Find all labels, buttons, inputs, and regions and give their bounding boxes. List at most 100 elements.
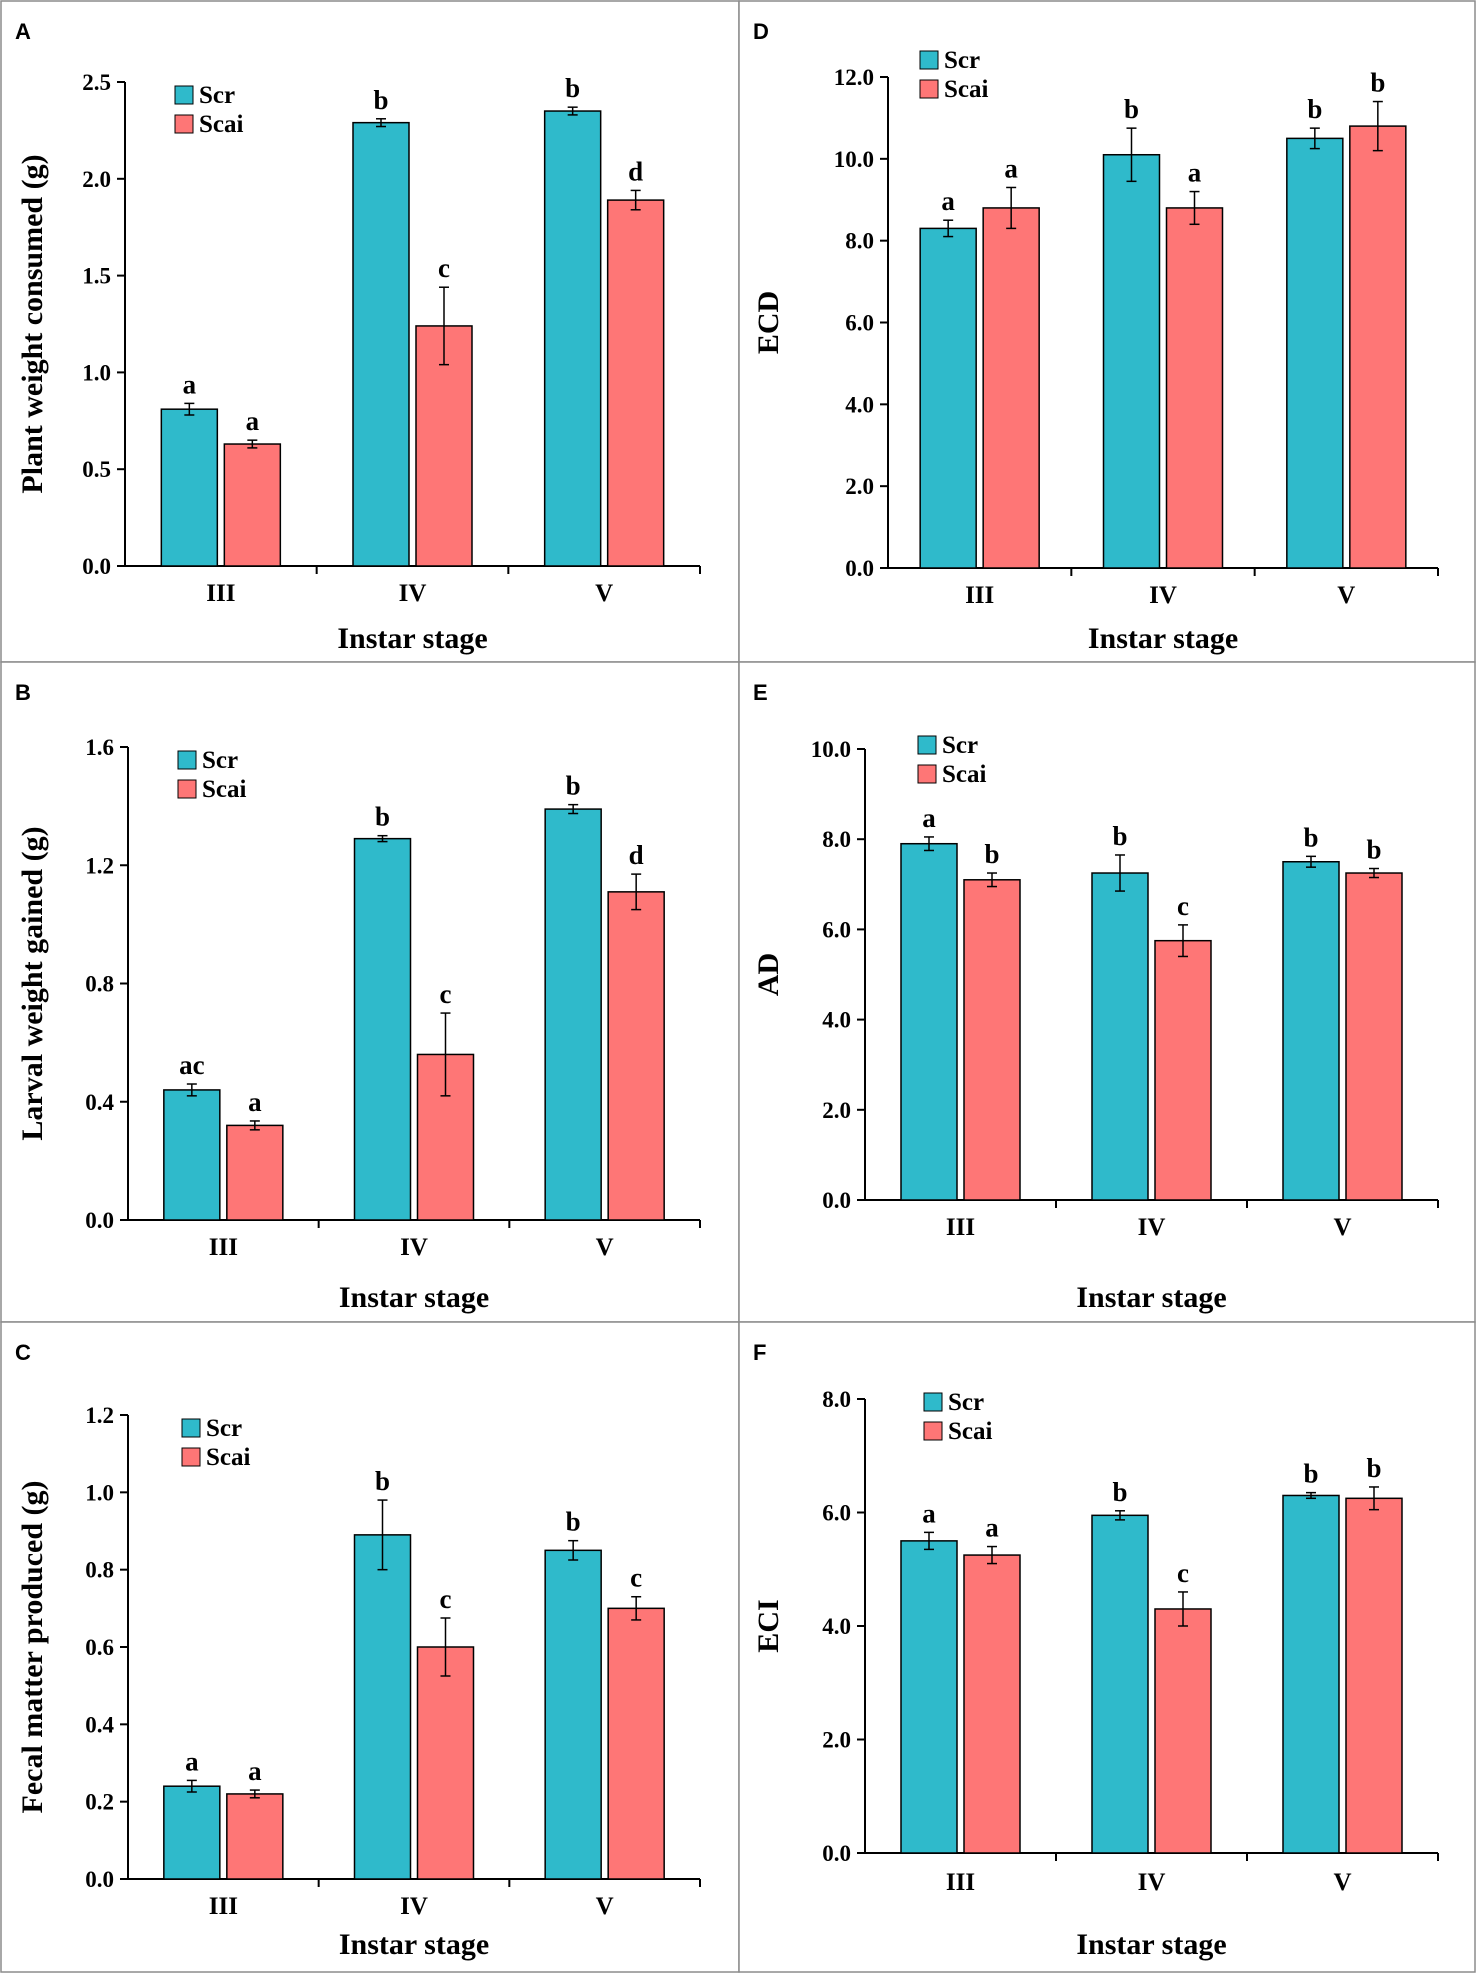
x-axis-title: Instar stage bbox=[1076, 1928, 1226, 1961]
significance-letter: a bbox=[1188, 158, 1202, 188]
legend-swatch-scai bbox=[917, 764, 937, 784]
legend-label-scr: Scr bbox=[942, 732, 978, 759]
significance-letter: a bbox=[985, 1513, 999, 1543]
bar-scr-iii bbox=[900, 1540, 958, 1854]
significance-letter: b bbox=[1366, 1453, 1381, 1483]
y-tick-label: 10.0 bbox=[811, 737, 851, 762]
legend-label-scr: Scr bbox=[199, 82, 235, 109]
category-label: V bbox=[1333, 1214, 1351, 1241]
significance-letter: b bbox=[373, 85, 388, 115]
category-label: IV bbox=[1149, 582, 1177, 609]
y-tick-label: 4.0 bbox=[822, 1614, 851, 1639]
bar-scr-iv bbox=[352, 121, 410, 567]
x-axis-title: Instar stage bbox=[1088, 622, 1238, 655]
bar-scr-iv bbox=[353, 1534, 412, 1880]
bar-scai-iv bbox=[1154, 1608, 1212, 1854]
bar-scai-iv bbox=[1154, 939, 1212, 1201]
bar-scr-iii bbox=[919, 227, 977, 569]
y-tick-label: 0.4 bbox=[85, 1090, 114, 1115]
chart-panel-e: E 0.0 2.0 4.0 6.0 8.0 10.0 III a b IV b c Vb b AD Instar… bbox=[738, 661, 1476, 1323]
significance-letter: a bbox=[185, 1746, 199, 1776]
legend-label-scai: Scai bbox=[199, 111, 244, 138]
bar-scai-v bbox=[1345, 872, 1403, 1201]
bar-scai-v bbox=[1349, 125, 1407, 569]
legend-label-scr: Scr bbox=[206, 1415, 242, 1442]
y-tick-label: 2.0 bbox=[845, 474, 874, 499]
y-tick-label: 0.6 bbox=[85, 1635, 114, 1660]
y-tick-label: 2.5 bbox=[82, 70, 111, 95]
category-label: IV bbox=[1138, 1869, 1166, 1896]
significance-letter: b bbox=[375, 1466, 390, 1496]
significance-letter: b bbox=[566, 771, 581, 801]
category-label: III bbox=[206, 580, 235, 607]
significance-letter: b bbox=[566, 1507, 581, 1537]
significance-letter: c bbox=[1177, 1558, 1189, 1588]
legend-label-scr: Scr bbox=[202, 747, 238, 774]
significance-letter: b bbox=[1366, 835, 1381, 865]
significance-letter: b bbox=[1124, 94, 1139, 124]
y-tick-label: 0.0 bbox=[822, 1188, 851, 1213]
bar-scr-v bbox=[1282, 861, 1340, 1201]
significance-letter: a bbox=[1004, 153, 1018, 183]
bar-scr-iii bbox=[160, 408, 219, 567]
x-axis-title: Instar stage bbox=[337, 622, 487, 655]
significance-letter: a bbox=[922, 1498, 936, 1528]
bar-scai-iv bbox=[415, 325, 473, 567]
category-label: V bbox=[1333, 1869, 1351, 1896]
category-label: III bbox=[209, 1234, 238, 1261]
significance-letter: a bbox=[922, 803, 936, 833]
bar-scr-iii bbox=[163, 1089, 221, 1221]
category-label: III bbox=[209, 1893, 238, 1920]
legend-swatch-scr bbox=[923, 1392, 943, 1412]
significance-letter: b bbox=[1307, 94, 1322, 124]
y-tick-label: 8.0 bbox=[822, 827, 851, 852]
significance-letter: b bbox=[984, 839, 999, 869]
significance-letter: a bbox=[941, 186, 955, 216]
legend-label-scai: Scai bbox=[948, 1418, 993, 1445]
significance-letter: b bbox=[1112, 1477, 1127, 1507]
bar-scr-iv bbox=[1091, 872, 1149, 1201]
y-tick-label: 1.5 bbox=[82, 264, 111, 289]
chart-panel-b: B 0.0 0.4 0.8 1.2 1.6 III ac a IV b c Vb d Larval weig… bbox=[0, 661, 740, 1323]
significance-letter: b bbox=[1303, 1459, 1318, 1489]
category-label: IV bbox=[400, 1234, 428, 1261]
category-label: V bbox=[596, 1893, 614, 1920]
bar-scai-v bbox=[606, 199, 665, 567]
category-label: IV bbox=[1138, 1214, 1166, 1241]
y-tick-label: 8.0 bbox=[822, 1387, 851, 1412]
y-tick-label: 0.0 bbox=[85, 1867, 114, 1892]
bar-scai-iii bbox=[963, 1554, 1021, 1854]
y-tick-label: 1.6 bbox=[85, 735, 114, 760]
x-axis-title: Instar stage bbox=[1076, 1281, 1226, 1314]
legend-swatch-scai bbox=[181, 1447, 201, 1467]
significance-letter: b bbox=[375, 802, 390, 832]
bar-scai-iv bbox=[1165, 207, 1224, 569]
bar-scr-iv bbox=[1102, 153, 1161, 569]
bar-scr-v bbox=[1282, 1494, 1340, 1854]
category-label: III bbox=[965, 582, 994, 609]
y-tick-label: 2.0 bbox=[822, 1728, 851, 1753]
x-axis-title: Instar stage bbox=[339, 1928, 489, 1961]
significance-letter: a bbox=[248, 1756, 262, 1786]
panel-letter: A bbox=[15, 19, 31, 44]
y-tick-label: 10.0 bbox=[834, 147, 874, 172]
y-tick-label: 0.5 bbox=[82, 457, 111, 482]
bar-scai-v bbox=[607, 891, 665, 1221]
significance-letter: a bbox=[248, 1087, 262, 1117]
y-tick-label: 2.0 bbox=[82, 167, 111, 192]
legend-label-scai: Scai bbox=[206, 1444, 251, 1471]
significance-letter: c bbox=[440, 1584, 452, 1614]
bar-scai-v bbox=[607, 1607, 665, 1880]
y-tick-label: 8.0 bbox=[845, 229, 874, 254]
bar-scai-iii bbox=[982, 207, 1040, 569]
significance-letter: a bbox=[246, 406, 260, 436]
category-label: III bbox=[946, 1869, 975, 1896]
significance-letter: b bbox=[1303, 822, 1318, 852]
y-tick-label: 4.0 bbox=[845, 392, 874, 417]
legend-swatch-scai bbox=[174, 114, 194, 134]
y-axis-title: ECD bbox=[752, 291, 785, 354]
panel-letter: D bbox=[753, 19, 769, 44]
category-label: V bbox=[1337, 582, 1355, 609]
panel-letter: B bbox=[15, 680, 31, 705]
